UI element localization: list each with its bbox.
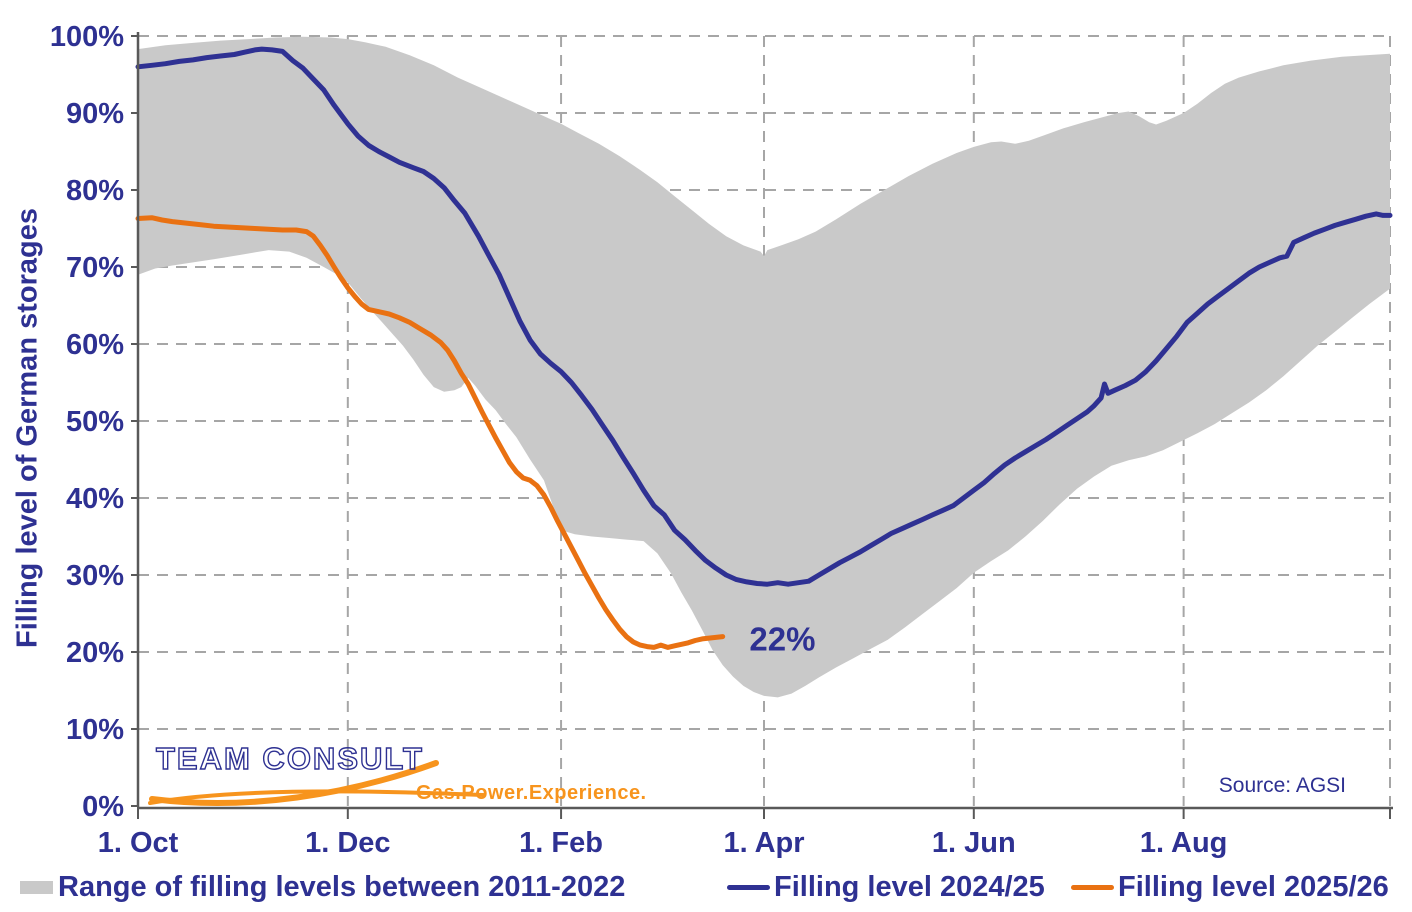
legend-label-2025-26: Filling level 2025/26 [1118,870,1389,903]
band-swatch-icon [20,880,53,894]
y-tick-label: 20% [66,637,124,669]
range-band [138,36,1390,698]
y-tick-label: 50% [66,406,124,438]
x-tick-label: 1. Apr [723,827,804,859]
y-tick-label: 90% [66,98,124,130]
legend-item-2024-25: Filling level 2024/25 [727,866,1045,908]
x-tick-label: 1. Dec [305,827,390,859]
logo-swoosh-icon [149,760,439,806]
x-tick-label: 1. Jun [932,827,1016,859]
y-axis-title: Filling level of German storages [11,208,44,648]
blue-line-swatch-icon [727,884,770,890]
y-tick-label: 100% [50,21,124,53]
team-consult-logo: TEAM CONSULT Gas.Power.Experience. [148,740,647,806]
legend-label-range: Range of filling levels between 2011-202… [58,870,626,903]
y-tick-label: 30% [66,560,124,592]
logo-swoosh2-icon [148,789,485,805]
source-note: Source: AGSI [1218,774,1346,797]
line-2025-26 [135,215,726,650]
y-tick-label: 70% [66,252,124,284]
y-tick-label: 10% [66,714,124,746]
orange-line-swatch-icon [1071,884,1114,890]
y-tick-label: 60% [66,329,124,361]
legend-item-range: Range of filling levels between 2011-202… [20,866,625,908]
current-level-annotation: 22% [749,621,815,658]
x-tick-label: 1. Oct [98,827,179,859]
x-tick-label: 1. Aug [1140,827,1228,859]
y-tick-label: 0% [82,791,124,823]
legend: Range of filling levels between 2011-202… [0,866,1412,908]
legend-item-2025-26: Filling level 2025/26 [1071,866,1389,908]
x-tick-label: 1. Feb [519,827,603,859]
logo-tagline: Gas.Power.Experience. [416,782,647,804]
legend-label-2024-25: Filling level 2024/25 [774,870,1045,903]
y-tick-label: 80% [66,175,124,207]
line-2024-25 [135,46,1393,587]
y-tick-label: 40% [66,483,124,515]
logo-wordmark: TEAM CONSULT [156,741,424,776]
